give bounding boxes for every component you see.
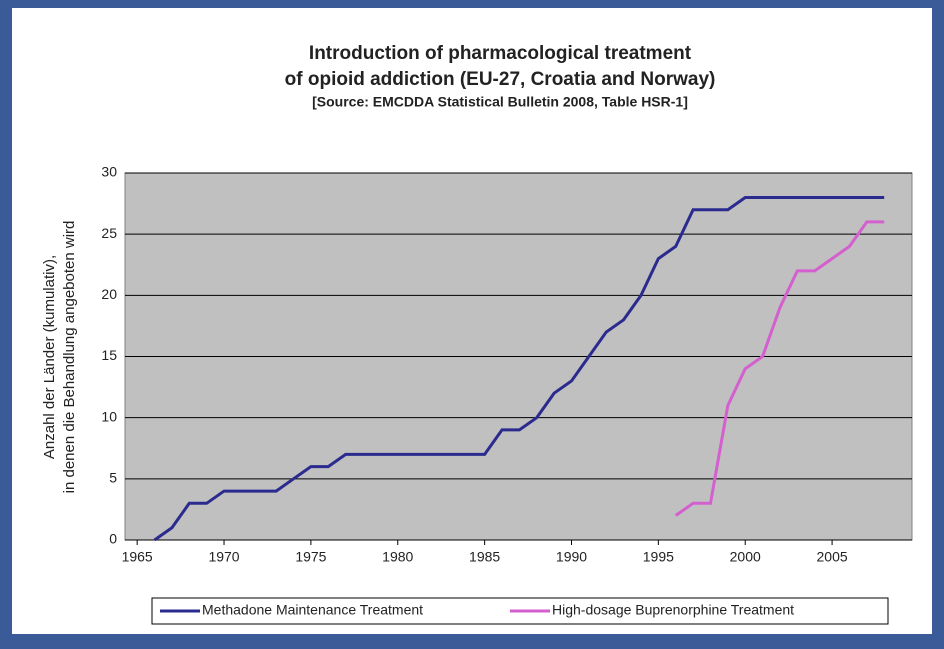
x-tick-label: 1985 bbox=[469, 549, 500, 565]
y-tick-label: 0 bbox=[109, 531, 117, 547]
legend-label: Methadone Maintenance Treatment bbox=[202, 602, 423, 618]
y-tick-label: 10 bbox=[101, 408, 117, 424]
x-tick-label: 1990 bbox=[556, 549, 587, 565]
y-tick-label: 5 bbox=[109, 470, 117, 486]
y-tick-label: 15 bbox=[101, 347, 117, 363]
y-axis-label: in denen die Behandlung angeboten wird bbox=[61, 221, 78, 494]
y-tick-label: 25 bbox=[101, 225, 117, 241]
x-tick-label: 1975 bbox=[295, 549, 326, 565]
y-tick-label: 20 bbox=[101, 286, 117, 302]
series-line bbox=[153, 195, 885, 542]
x-tick-label: 1970 bbox=[208, 549, 239, 565]
chart-title: Introduction of pharmacological treatmen… bbox=[309, 43, 692, 64]
x-tick-label: 1980 bbox=[382, 549, 413, 565]
chart-subtitle: [Source: EMCDDA Statistical Bulletin 200… bbox=[312, 94, 688, 110]
legend-label: High-dosage Buprenorphine Treatment bbox=[552, 602, 794, 618]
series-line bbox=[674, 220, 885, 517]
x-tick-label: 2005 bbox=[817, 549, 848, 565]
y-axis-label: Anzahl der Länder (kumulativ), bbox=[41, 255, 58, 459]
x-tick-label: 1995 bbox=[643, 549, 674, 565]
chart-title: of opioid addiction (EU-27, Croatia and … bbox=[285, 69, 716, 90]
x-tick-label: 2000 bbox=[730, 549, 761, 565]
y-tick-label: 30 bbox=[101, 164, 117, 180]
x-tick-label: 1965 bbox=[122, 549, 153, 565]
